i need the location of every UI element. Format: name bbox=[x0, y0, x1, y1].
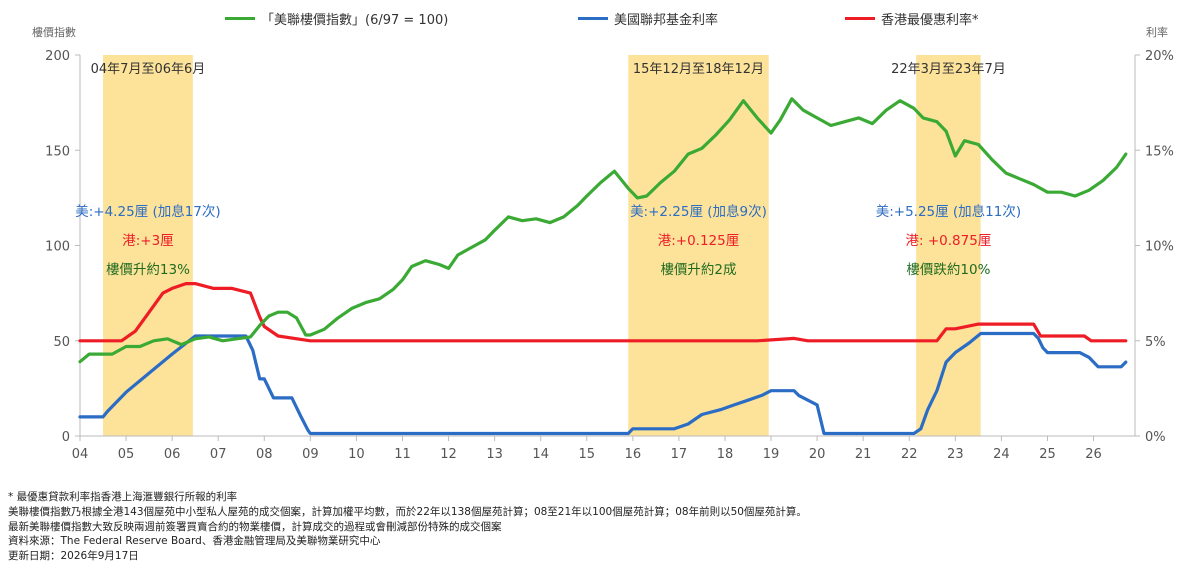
x-tick-label: 06 bbox=[164, 447, 181, 462]
x-tick-label: 15 bbox=[578, 447, 595, 462]
x-tick-label: 08 bbox=[256, 447, 273, 462]
x-tick-label: 20 bbox=[809, 447, 826, 462]
shaded-period-2 bbox=[628, 55, 769, 436]
y-right-tick-label: 0% bbox=[1145, 430, 1166, 445]
y-left-tick-label: 150 bbox=[45, 144, 70, 159]
x-tick-label: 16 bbox=[625, 447, 642, 462]
y-left-tick-label: 100 bbox=[45, 240, 70, 255]
period-label-3: 22年3月至23年7月 bbox=[891, 62, 1006, 77]
x-tick-label: 18 bbox=[717, 447, 734, 462]
legend-swatch-index bbox=[225, 16, 255, 20]
annotation-2-line-2: 港:+0.125厘 bbox=[658, 233, 740, 249]
x-tick-label: 12 bbox=[440, 447, 457, 462]
annotation-2-line-1: 美:+2.25厘 (加息9次) bbox=[630, 203, 767, 220]
footnote-3: 最新美聯樓價指數大致反映兩週前簽署買賣合約的物業樓價，計算成交的過程或會刪減部份… bbox=[8, 520, 502, 533]
x-tick-label: 13 bbox=[486, 447, 503, 462]
legend-index: 「美聯樓價指數」(6/97 = 100) bbox=[225, 8, 448, 28]
x-tick-label: 23 bbox=[947, 447, 964, 462]
x-tick-label: 22 bbox=[901, 447, 918, 462]
legend-hk-prime: 香港最優惠利率* bbox=[845, 8, 979, 28]
annotation-1-line-2: 港:+3厘 bbox=[122, 233, 173, 249]
series-line-1 bbox=[78, 97, 1128, 364]
chart: 0 50 100 150 200 0% 5% 10% 15% 20% 04 05 06 07 08 09 10 1… bbox=[45, 49, 1174, 462]
y-right-tick-label: 20% bbox=[1145, 49, 1174, 64]
legend-swatch-fed-rate bbox=[578, 16, 608, 20]
x-tick-label: 14 bbox=[532, 447, 549, 462]
x-tick-label: 24 bbox=[993, 447, 1010, 462]
y-left-tick-label: 50 bbox=[53, 335, 70, 350]
legend-label-fed-rate: 美國聯邦基金利率 bbox=[614, 12, 719, 28]
footnote-4: 資料來源：The Federal Reserve Board、香港金融管理局及美… bbox=[8, 535, 381, 548]
legend-fed-rate: 美國聯邦基金利率 bbox=[578, 8, 718, 28]
x-tick-label: 10 bbox=[348, 447, 365, 462]
x-tick-label: 05 bbox=[118, 447, 135, 462]
x-tick-label: 19 bbox=[763, 447, 780, 462]
y-right-tick-label: 5% bbox=[1145, 335, 1166, 350]
x-tick-label: 07 bbox=[210, 447, 227, 462]
y-left-tick-label: 200 bbox=[45, 49, 70, 64]
right-axis-title: 利率 bbox=[1146, 26, 1168, 39]
x-tick-label: 26 bbox=[1085, 447, 1102, 462]
annotation-1-line-3: 樓價升約13% bbox=[106, 262, 190, 278]
legend-label-hk-prime: 香港最優惠利率* bbox=[881, 12, 979, 28]
x-tick-label: 04 bbox=[72, 447, 89, 462]
annotation-3-line-3: 樓價跌約10% bbox=[906, 262, 990, 278]
x-tick-label: 17 bbox=[671, 447, 688, 462]
annotation-1-line-1: 美:+4.25厘 (加息17次) bbox=[75, 203, 220, 220]
period-label-2: 15年12月至18年12月 bbox=[633, 62, 764, 77]
legend-swatch-hk-prime bbox=[845, 16, 875, 20]
footnote-1: * 最優惠貸款利率指香港上海滙豐銀行所報的利率 bbox=[8, 491, 238, 503]
x-tick-label: 21 bbox=[855, 447, 872, 462]
x-tick-label: 25 bbox=[1039, 447, 1056, 462]
y-right-tick-label: 10% bbox=[1145, 240, 1174, 255]
left-axis-title: 樓價指數 bbox=[32, 26, 76, 39]
annotation-3-line-1: 美:+5.25厘 (加息11次) bbox=[876, 203, 1021, 220]
annotation-3-line-2: 港: +0.875厘 bbox=[906, 233, 992, 249]
annotation-2-line-3: 樓價升約2成 bbox=[660, 262, 736, 278]
x-tick-label: 11 bbox=[394, 447, 411, 462]
period-label-1: 04年7月至06年6月 bbox=[91, 62, 206, 77]
x-tick-label: 09 bbox=[302, 447, 319, 462]
footnote-5: 更新日期：2026年9月17日 bbox=[8, 550, 139, 563]
footnotes: * 最優惠貸款利率指香港上海滙豐銀行所報的利率 美聯樓價指數乃根據全港143個屋… bbox=[8, 490, 807, 564]
footnote-2: 美聯樓價指數乃根據全港143個屋苑中小型私人屋苑的成交個案，計算加權平均數，而於… bbox=[8, 505, 807, 518]
series-line-3 bbox=[78, 282, 1128, 343]
y-left-tick-label: 0 bbox=[62, 430, 70, 445]
legend-label-index: 「美聯樓價指數」(6/97 = 100) bbox=[261, 12, 449, 28]
y-right-tick-label: 15% bbox=[1145, 144, 1174, 159]
